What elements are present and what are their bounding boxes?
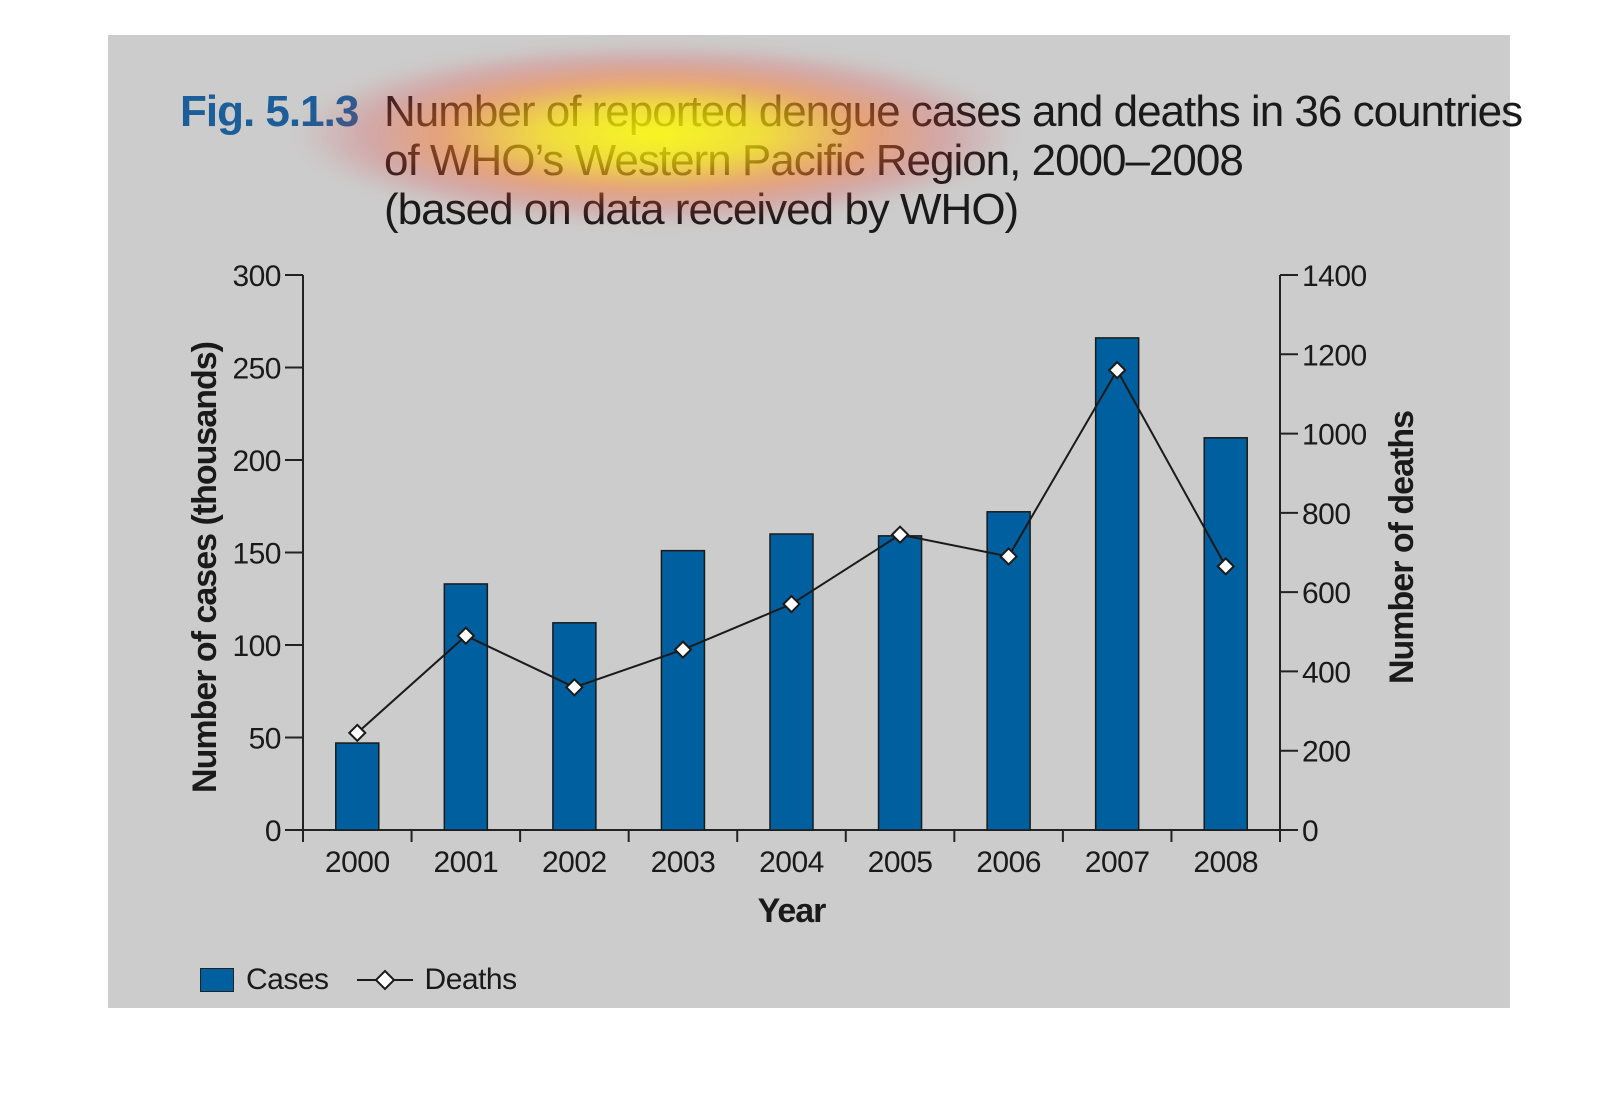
x-axis-title: Year: [758, 892, 827, 930]
bar-cases-2008: [1203, 437, 1248, 831]
x-tick-label: 2002: [542, 846, 607, 879]
x-tick-label: 2006: [976, 846, 1041, 879]
deaths-marker-2004: [782, 594, 801, 614]
right-tick-label: 800: [1302, 498, 1351, 531]
right-tick-label: 600: [1302, 577, 1351, 610]
x-tick-label: 2000: [325, 846, 390, 879]
bar-cases-2001: [443, 583, 489, 831]
bar-cases-2003: [660, 549, 706, 831]
left-tick-label: 300: [232, 260, 281, 293]
x-tick-label: 2004: [759, 846, 824, 879]
legend: Cases Deaths: [200, 963, 517, 997]
deaths-marker-2001: [456, 626, 476, 646]
deaths-marker-2002: [564, 677, 584, 697]
bar-cases-2005: [877, 535, 923, 831]
legend-deaths-label: Deaths: [424, 963, 518, 996]
dengue-chart: 0 50 100 150 200 250 300 0 200 400 600 800 1000 1200 1…: [186, 260, 1421, 930]
figure-panel: Fig. 5.1.3 Number of reported dengue cas…: [108, 25, 1523, 1008]
left-tick-label: 0: [265, 815, 281, 848]
right-tick-label: 400: [1302, 656, 1351, 689]
x-tick-label: 2001: [433, 846, 498, 879]
x-tick-label: 2007: [1085, 846, 1150, 879]
bar-cases-2004: [769, 533, 814, 831]
right-tick-label: 0: [1302, 815, 1318, 848]
left-tick-label: 150: [232, 538, 281, 571]
right-tick-label: 200: [1302, 736, 1351, 769]
x-tick-label: 2003: [651, 846, 716, 879]
legend-deaths-marker-icon: [356, 969, 413, 991]
right-axis-title: Number of deaths: [1383, 411, 1421, 684]
deaths-marker-2005: [890, 525, 910, 545]
x-tick-label: 2005: [868, 846, 933, 879]
left-tick-label: 200: [232, 445, 281, 478]
bar-cases-2006: [986, 511, 1031, 831]
deaths-marker-2006: [999, 547, 1019, 566]
left-tick-label: 100: [232, 630, 281, 663]
right-tick-label: 1000: [1302, 419, 1367, 452]
deaths-marker-2003: [673, 640, 693, 660]
legend-cases-label: Cases: [246, 963, 329, 996]
deaths-marker-2007: [1107, 360, 1127, 380]
left-tick-label: 50: [249, 723, 281, 756]
left-axis-title: Number of cases (thousands): [186, 342, 224, 793]
deaths-marker-2000: [347, 723, 367, 743]
bar-cases-2002: [552, 622, 597, 831]
left-tick-label: 250: [232, 353, 281, 386]
deaths-marker-2008: [1216, 556, 1236, 576]
x-tick-label: 2008: [1193, 846, 1258, 879]
bar-cases-2007: [1094, 337, 1140, 831]
right-tick-label: 1200: [1302, 339, 1367, 372]
right-tick-label: 1400: [1302, 260, 1367, 293]
bar-cases-2000: [335, 742, 380, 831]
legend-cases-swatch: [200, 968, 234, 992]
